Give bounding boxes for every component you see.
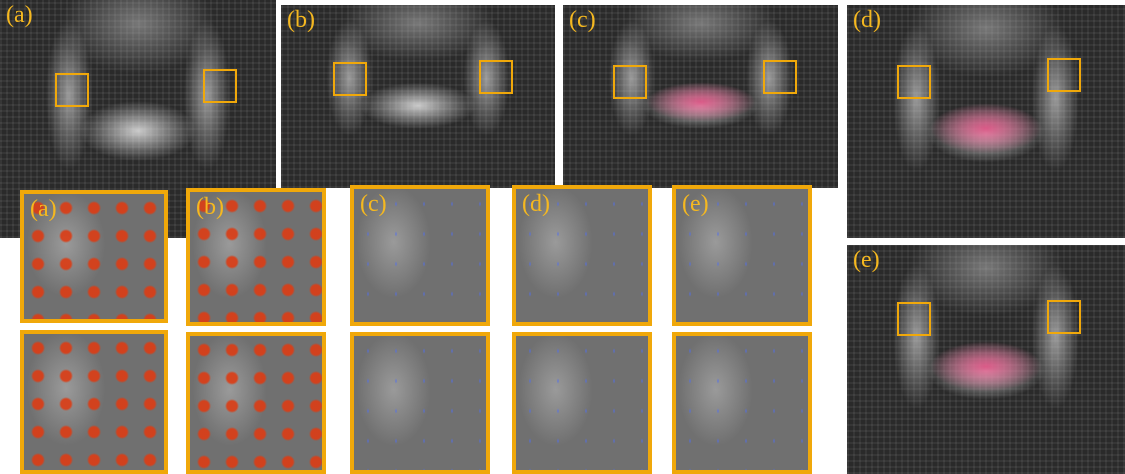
roi-box <box>1047 58 1081 92</box>
zoom-d: (d) <box>512 185 652 326</box>
zoom-label: (e) <box>682 191 709 218</box>
roi-box <box>763 60 797 94</box>
panel-label: (d) <box>853 7 881 34</box>
panel-d: (d) <box>847 5 1125 238</box>
zoom-label: (d) <box>522 191 550 218</box>
zoom-label: (b) <box>196 194 224 221</box>
roi-box <box>613 65 647 99</box>
zoom-b-right <box>186 332 326 474</box>
zoom-d-right <box>512 332 652 474</box>
panel-label: (c) <box>569 7 596 34</box>
roi-box <box>479 60 513 94</box>
zoom-e: (e) <box>672 185 812 326</box>
zoom-label: (a) <box>30 196 57 223</box>
zoom-c-right <box>350 332 490 474</box>
figure: (a) (b) (c) (d) (e) (a) (b) (c) (d) (e) <box>0 0 1125 474</box>
zoom-c: (c) <box>350 185 490 326</box>
panel-label: (a) <box>6 2 33 29</box>
panel-e: (e) <box>847 245 1125 474</box>
zoom-e-right <box>672 332 812 474</box>
panel-c: (c) <box>563 5 838 188</box>
roi-box <box>897 302 931 336</box>
zoom-a: (a) <box>20 190 168 323</box>
roi-box <box>203 69 237 103</box>
roi-box <box>897 65 931 99</box>
roi-box <box>333 62 367 96</box>
zoom-label: (c) <box>360 191 387 218</box>
roi-box <box>55 73 89 107</box>
roi-box <box>1047 300 1081 334</box>
panel-label: (e) <box>853 247 880 274</box>
panel-b: (b) <box>281 5 555 188</box>
zoom-a-right <box>20 330 168 474</box>
zoom-b: (b) <box>186 188 326 326</box>
panel-label: (b) <box>287 7 315 34</box>
